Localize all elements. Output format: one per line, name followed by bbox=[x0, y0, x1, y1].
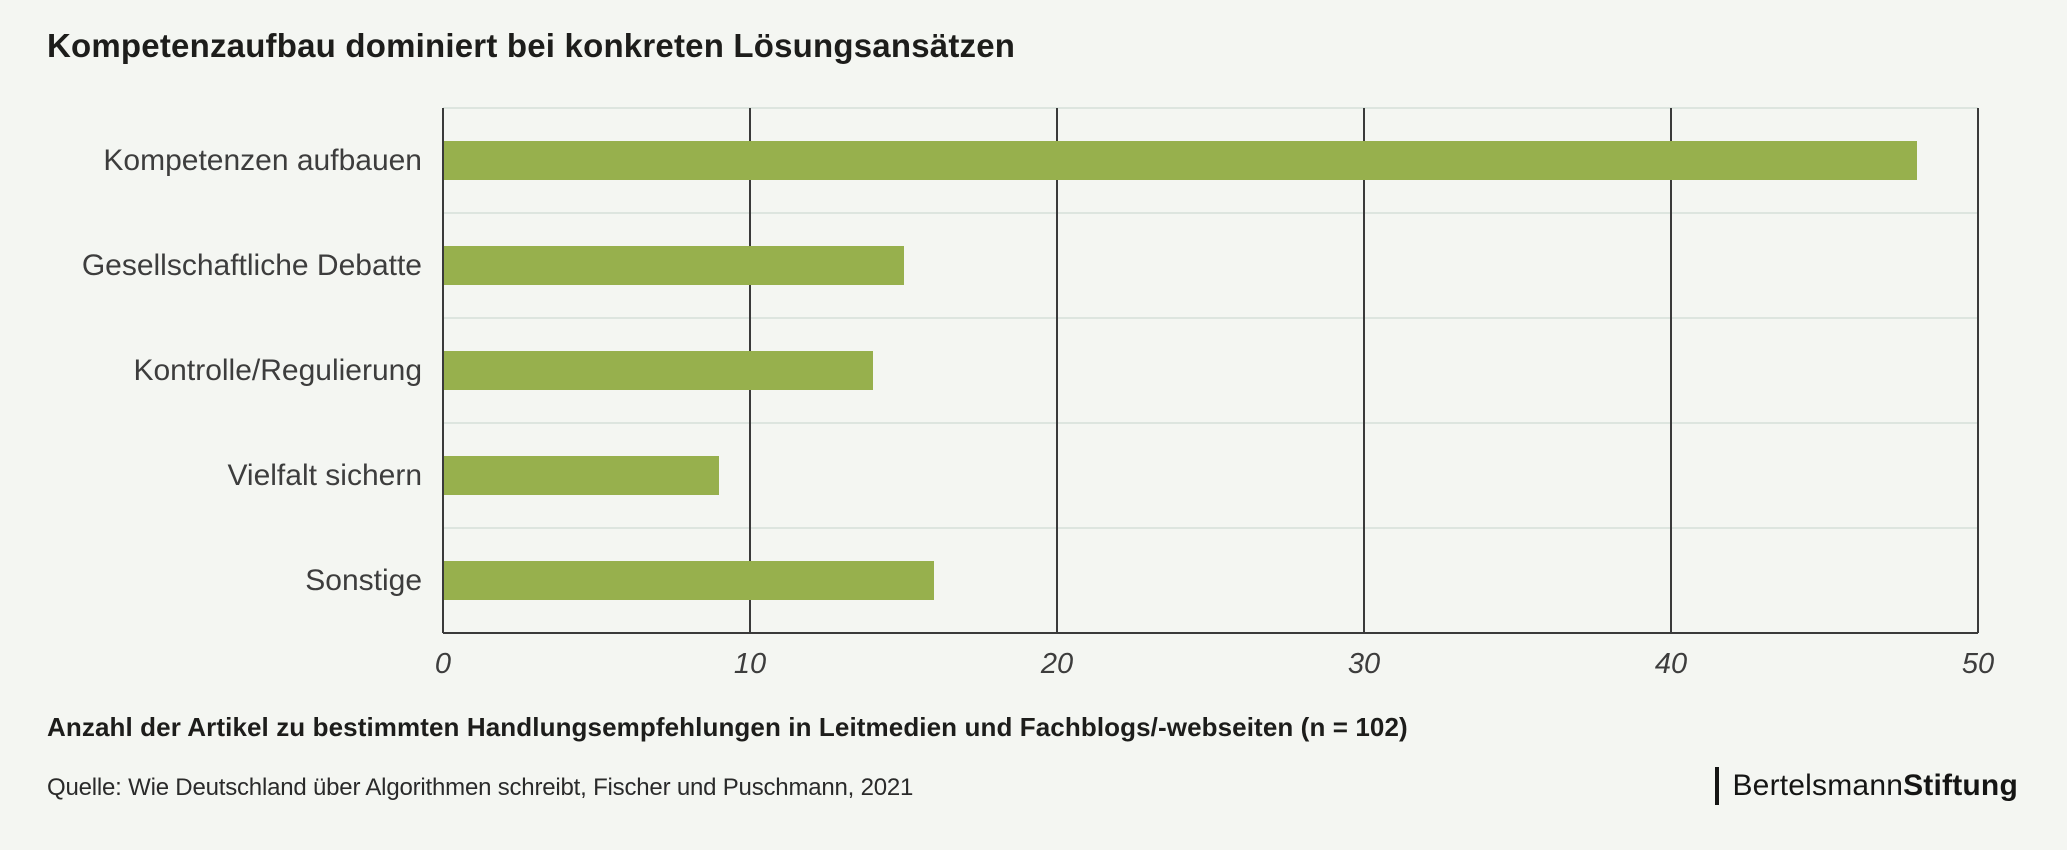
logo-bar-icon bbox=[1715, 767, 1720, 805]
band-separator-line bbox=[443, 107, 1978, 109]
source-attribution: Quelle: Wie Deutschland über Algorithmen… bbox=[47, 774, 914, 801]
x-tick-label: 0 bbox=[434, 648, 452, 680]
chart-title: Kompetenzaufbau dominiert bei konkreten … bbox=[47, 27, 1016, 64]
category-label: Vielfalt sichern bbox=[227, 458, 422, 492]
x-tick-label: 40 bbox=[1654, 648, 1688, 680]
category-label: Kontrolle/Regulierung bbox=[133, 353, 422, 387]
vertical-gridline bbox=[1670, 108, 1672, 633]
chart-bar-kontrolle-regulierung bbox=[444, 351, 873, 390]
logo-text-bold: Stiftung bbox=[1903, 769, 2018, 802]
x-tick-label: 20 bbox=[1040, 648, 1074, 680]
band-separator-line bbox=[443, 527, 1978, 529]
logo-text: BertelsmannStiftung bbox=[1732, 769, 2018, 803]
x-tick-label: 30 bbox=[1347, 648, 1381, 680]
chart-bar-kompetenzen-aufbauen bbox=[444, 141, 1917, 180]
bertelsmann-stiftung-logo: BertelsmannStiftung bbox=[1715, 765, 2018, 807]
vertical-gridline bbox=[1977, 108, 1979, 633]
category-label: Sonstige bbox=[305, 563, 422, 597]
band-separator-line bbox=[443, 422, 1978, 424]
x-tick-label: 10 bbox=[733, 648, 767, 680]
x-axis-line bbox=[443, 632, 1978, 634]
vertical-gridline bbox=[1056, 108, 1058, 633]
chart-bar-gesellschaftliche-debatte bbox=[444, 246, 904, 285]
band-separator-line bbox=[443, 212, 1978, 214]
x-tick-label: 50 bbox=[1961, 648, 1995, 680]
logo-text-regular: Bertelsmann bbox=[1732, 769, 1904, 802]
vertical-gridline bbox=[1363, 108, 1365, 633]
chart-bar-sonstige bbox=[444, 561, 935, 600]
band-separator-line bbox=[443, 317, 1978, 319]
plot-area bbox=[442, 107, 1979, 634]
vertical-gridline bbox=[442, 108, 444, 633]
category-label: Gesellschaftliche Debatte bbox=[81, 248, 422, 282]
chart-bar-vielfalt-sichern bbox=[444, 456, 720, 495]
category-label: Kompetenzen aufbauen bbox=[103, 143, 422, 177]
chart-footnote: Anzahl der Artikel zu bestimmten Handlun… bbox=[47, 712, 1408, 742]
